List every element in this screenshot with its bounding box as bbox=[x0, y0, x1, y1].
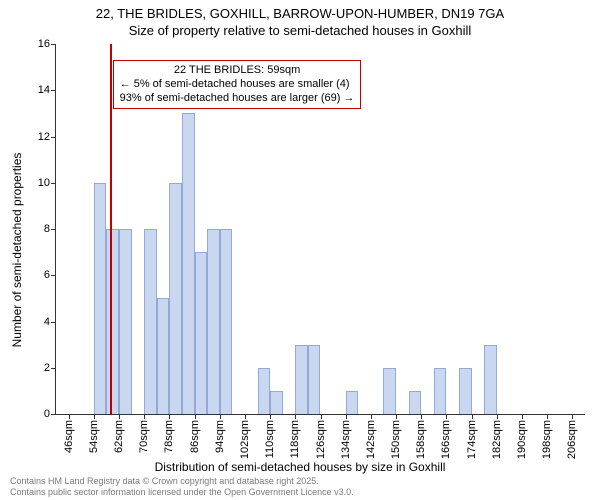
x-tick-mark bbox=[472, 414, 473, 419]
x-tick-mark bbox=[371, 414, 372, 419]
x-tick-label: 174sqm bbox=[466, 420, 478, 459]
footer-line2: Contains public sector information licen… bbox=[10, 487, 590, 498]
x-tick-label: 166sqm bbox=[440, 420, 452, 459]
x-tick-mark bbox=[119, 414, 120, 419]
x-tick-label: 150sqm bbox=[390, 420, 402, 459]
y-tick-label: 4 bbox=[44, 316, 56, 328]
x-tick-label: 158sqm bbox=[415, 420, 427, 459]
histogram-bar bbox=[169, 183, 182, 414]
histogram-bar bbox=[308, 345, 321, 414]
property-marker-line bbox=[110, 44, 112, 414]
x-tick-label: 102sqm bbox=[239, 420, 251, 459]
histogram-bar bbox=[119, 229, 132, 414]
x-tick-mark bbox=[446, 414, 447, 419]
histogram-bar bbox=[383, 368, 396, 414]
chart-title-line2: Size of property relative to semi-detach… bbox=[0, 23, 600, 40]
x-tick-label: 206sqm bbox=[566, 420, 578, 459]
x-tick-label: 142sqm bbox=[365, 420, 377, 459]
x-tick-mark bbox=[547, 414, 548, 419]
histogram-bar bbox=[434, 368, 447, 414]
y-tick-label: 16 bbox=[38, 38, 56, 50]
x-tick-label: 118sqm bbox=[289, 420, 301, 458]
x-tick-mark bbox=[396, 414, 397, 419]
x-tick-mark bbox=[572, 414, 573, 419]
x-tick-mark bbox=[195, 414, 196, 419]
histogram-bar bbox=[106, 229, 119, 414]
chart-title-line1: 22, THE BRIDLES, GOXHILL, BARROW-UPON-HU… bbox=[0, 0, 600, 23]
y-tick-label: 6 bbox=[44, 269, 56, 281]
y-tick-label: 14 bbox=[38, 84, 56, 96]
x-tick-label: 70sqm bbox=[138, 420, 150, 453]
x-tick-label: 134sqm bbox=[340, 420, 352, 459]
y-tick-label: 8 bbox=[44, 223, 56, 235]
x-tick-mark bbox=[421, 414, 422, 419]
histogram-bar bbox=[346, 391, 359, 414]
x-tick-label: 126sqm bbox=[315, 420, 327, 459]
x-tick-label: 62sqm bbox=[113, 420, 125, 453]
histogram-bar bbox=[270, 391, 283, 414]
histogram-bar bbox=[144, 229, 157, 414]
histogram-bar bbox=[409, 391, 422, 414]
x-tick-mark bbox=[220, 414, 221, 419]
x-tick-mark bbox=[497, 414, 498, 419]
x-tick-mark bbox=[522, 414, 523, 419]
x-tick-mark bbox=[94, 414, 95, 419]
histogram-bar bbox=[207, 229, 220, 414]
histogram-bar bbox=[195, 252, 208, 414]
x-tick-mark bbox=[321, 414, 322, 419]
x-tick-mark bbox=[144, 414, 145, 419]
plot-area: 024681012141646sqm54sqm62sqm70sqm78sqm86… bbox=[55, 44, 585, 415]
x-tick-label: 198sqm bbox=[541, 420, 553, 459]
x-tick-mark bbox=[270, 414, 271, 419]
y-tick-label: 12 bbox=[38, 131, 56, 143]
histogram-bar bbox=[182, 113, 195, 414]
annotation-line: ← 5% of semi-detached houses are smaller… bbox=[120, 78, 355, 92]
x-tick-label: 46sqm bbox=[63, 420, 75, 453]
footer-line1: Contains HM Land Registry data © Crown c… bbox=[10, 476, 590, 487]
x-tick-label: 78sqm bbox=[163, 420, 175, 453]
histogram-chart: 22, THE BRIDLES, GOXHILL, BARROW-UPON-HU… bbox=[0, 0, 600, 500]
x-tick-mark bbox=[69, 414, 70, 419]
histogram-bar bbox=[220, 229, 233, 414]
histogram-bar bbox=[94, 183, 107, 414]
histogram-bar bbox=[258, 368, 271, 414]
x-tick-label: 54sqm bbox=[88, 420, 100, 453]
histogram-bar bbox=[157, 298, 170, 414]
x-tick-mark bbox=[245, 414, 246, 419]
x-tick-mark bbox=[169, 414, 170, 419]
x-tick-mark bbox=[346, 414, 347, 419]
y-tick-label: 2 bbox=[44, 362, 56, 374]
x-axis-label: Distribution of semi-detached houses by … bbox=[0, 460, 600, 474]
x-tick-mark bbox=[295, 414, 296, 419]
y-tick-label: 0 bbox=[44, 408, 56, 420]
annotation-line: 93% of semi-detached houses are larger (… bbox=[120, 92, 355, 106]
y-tick-label: 10 bbox=[38, 177, 56, 189]
histogram-bar bbox=[295, 345, 308, 414]
attribution-footer: Contains HM Land Registry data © Crown c… bbox=[10, 476, 590, 498]
histogram-bar bbox=[484, 345, 497, 414]
y-axis-label: Number of semi-detached properties bbox=[10, 153, 24, 348]
x-tick-label: 190sqm bbox=[516, 420, 528, 459]
histogram-bar bbox=[459, 368, 472, 414]
x-tick-label: 94sqm bbox=[214, 420, 226, 453]
x-tick-label: 86sqm bbox=[189, 420, 201, 453]
x-tick-label: 110sqm bbox=[264, 420, 276, 458]
annotation-box: 22 THE BRIDLES: 59sqm← 5% of semi-detach… bbox=[113, 60, 362, 109]
annotation-line: 22 THE BRIDLES: 59sqm bbox=[120, 64, 355, 78]
x-tick-label: 182sqm bbox=[491, 420, 503, 459]
